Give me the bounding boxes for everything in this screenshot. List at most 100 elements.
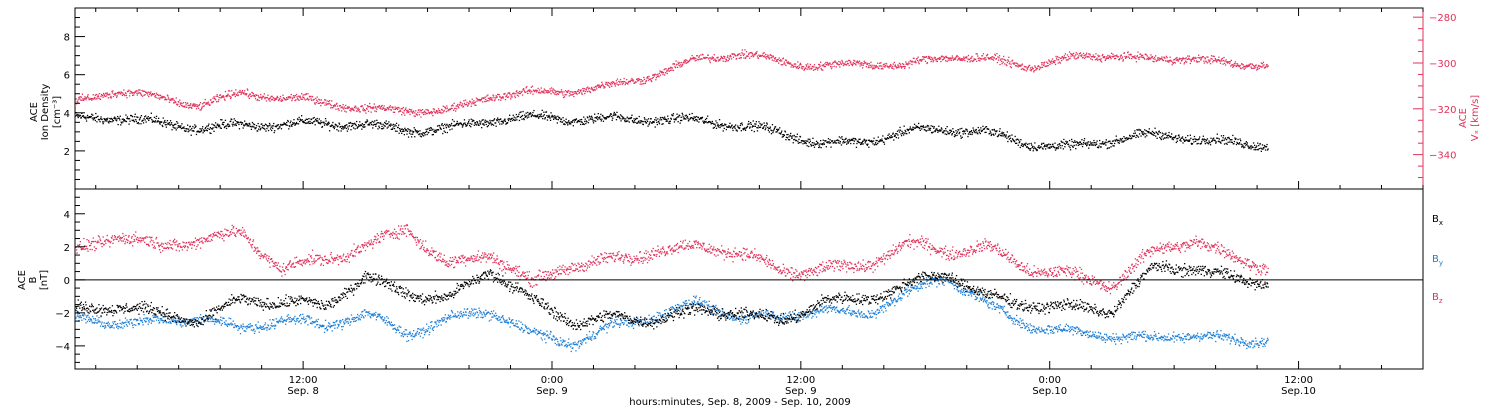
density-point [1100, 146, 1102, 148]
vx-point [252, 93, 255, 95]
vx-point [407, 109, 409, 111]
vx-point [183, 105, 186, 107]
bz-point [247, 238, 249, 240]
density-point [943, 130, 946, 132]
vx-point [1233, 64, 1235, 66]
density-point [88, 116, 90, 119]
vx-point [893, 68, 895, 70]
density-point [1093, 139, 1095, 142]
density-point [315, 119, 317, 122]
vx-point [685, 59, 687, 61]
vx-point [1228, 61, 1230, 63]
density-point [1022, 145, 1024, 147]
vx-point [399, 110, 401, 112]
vx-point [1184, 61, 1186, 64]
density-point [644, 118, 646, 120]
density-point [926, 124, 929, 127]
vx-point [472, 102, 474, 105]
vx-ylabel-line1: ACE [1458, 108, 1469, 128]
density-point [710, 121, 712, 124]
vx-point [1243, 68, 1245, 70]
density-point [968, 131, 971, 133]
density-point [1071, 140, 1073, 143]
vx-point [591, 87, 593, 90]
vx-point [1096, 57, 1098, 59]
vx-point [1215, 60, 1217, 62]
density-point [990, 134, 992, 137]
vx-point [934, 57, 936, 59]
vx-point [400, 108, 402, 110]
vx-point [514, 96, 516, 99]
density-point [624, 120, 626, 123]
bz-point [161, 246, 163, 248]
density-point [317, 121, 319, 124]
vx-point [88, 97, 90, 99]
density-point [183, 126, 185, 128]
vx-point [553, 89, 555, 91]
vx-point [955, 55, 958, 58]
density-point [255, 127, 257, 129]
density-point [253, 126, 255, 128]
density-point [274, 130, 276, 132]
density-point [749, 126, 751, 128]
density-point [1253, 149, 1255, 151]
density-point [984, 126, 987, 128]
density-point [261, 123, 263, 125]
density-point [341, 125, 343, 127]
density-point [620, 120, 622, 122]
bz-point [128, 242, 131, 245]
density-point [1235, 143, 1238, 146]
density-point [124, 120, 127, 122]
vx-point [97, 94, 99, 96]
bz-point [147, 243, 149, 245]
vx-point [1261, 63, 1264, 65]
density-point [319, 122, 321, 124]
density-point [1115, 135, 1117, 137]
vx-point [1027, 66, 1030, 68]
density-point [650, 118, 652, 120]
density-point [265, 130, 267, 132]
vx-point [1266, 66, 1269, 68]
density-point [381, 128, 384, 130]
vx-point [647, 79, 650, 81]
density-point [1172, 137, 1174, 139]
density-point [900, 135, 903, 137]
density-point [170, 122, 173, 124]
density-point [461, 126, 464, 128]
density-point [506, 122, 508, 124]
vx-point [623, 77, 625, 80]
vx-point [79, 96, 81, 98]
vx-point [1078, 55, 1080, 57]
vx-point [295, 99, 297, 101]
vx-point [828, 63, 830, 66]
vx-point [324, 104, 326, 106]
vx-point [762, 52, 764, 54]
vx-point [1072, 54, 1074, 56]
bz-point [76, 252, 78, 254]
vx-point [406, 112, 408, 114]
bz-point [186, 249, 188, 251]
density-point [446, 131, 448, 134]
density-point [590, 115, 593, 117]
vx-point [703, 56, 705, 59]
vx-point [860, 63, 862, 65]
density-point [1215, 141, 1217, 143]
vx-point [77, 101, 79, 103]
density-point [893, 135, 895, 137]
density-point [1217, 137, 1219, 139]
vx-point [220, 96, 222, 99]
density-point [436, 125, 439, 127]
vx-point [848, 64, 850, 67]
density-point [409, 130, 411, 132]
bz-point [172, 241, 174, 243]
bz-point [106, 234, 108, 237]
bz-point [176, 244, 178, 246]
density-point [337, 130, 340, 132]
vx-point [992, 56, 994, 58]
density-point [517, 115, 520, 117]
density-point [374, 120, 376, 122]
density-point [487, 121, 489, 123]
density-point [950, 130, 952, 132]
density-point [348, 122, 350, 124]
vx-point [695, 59, 697, 61]
